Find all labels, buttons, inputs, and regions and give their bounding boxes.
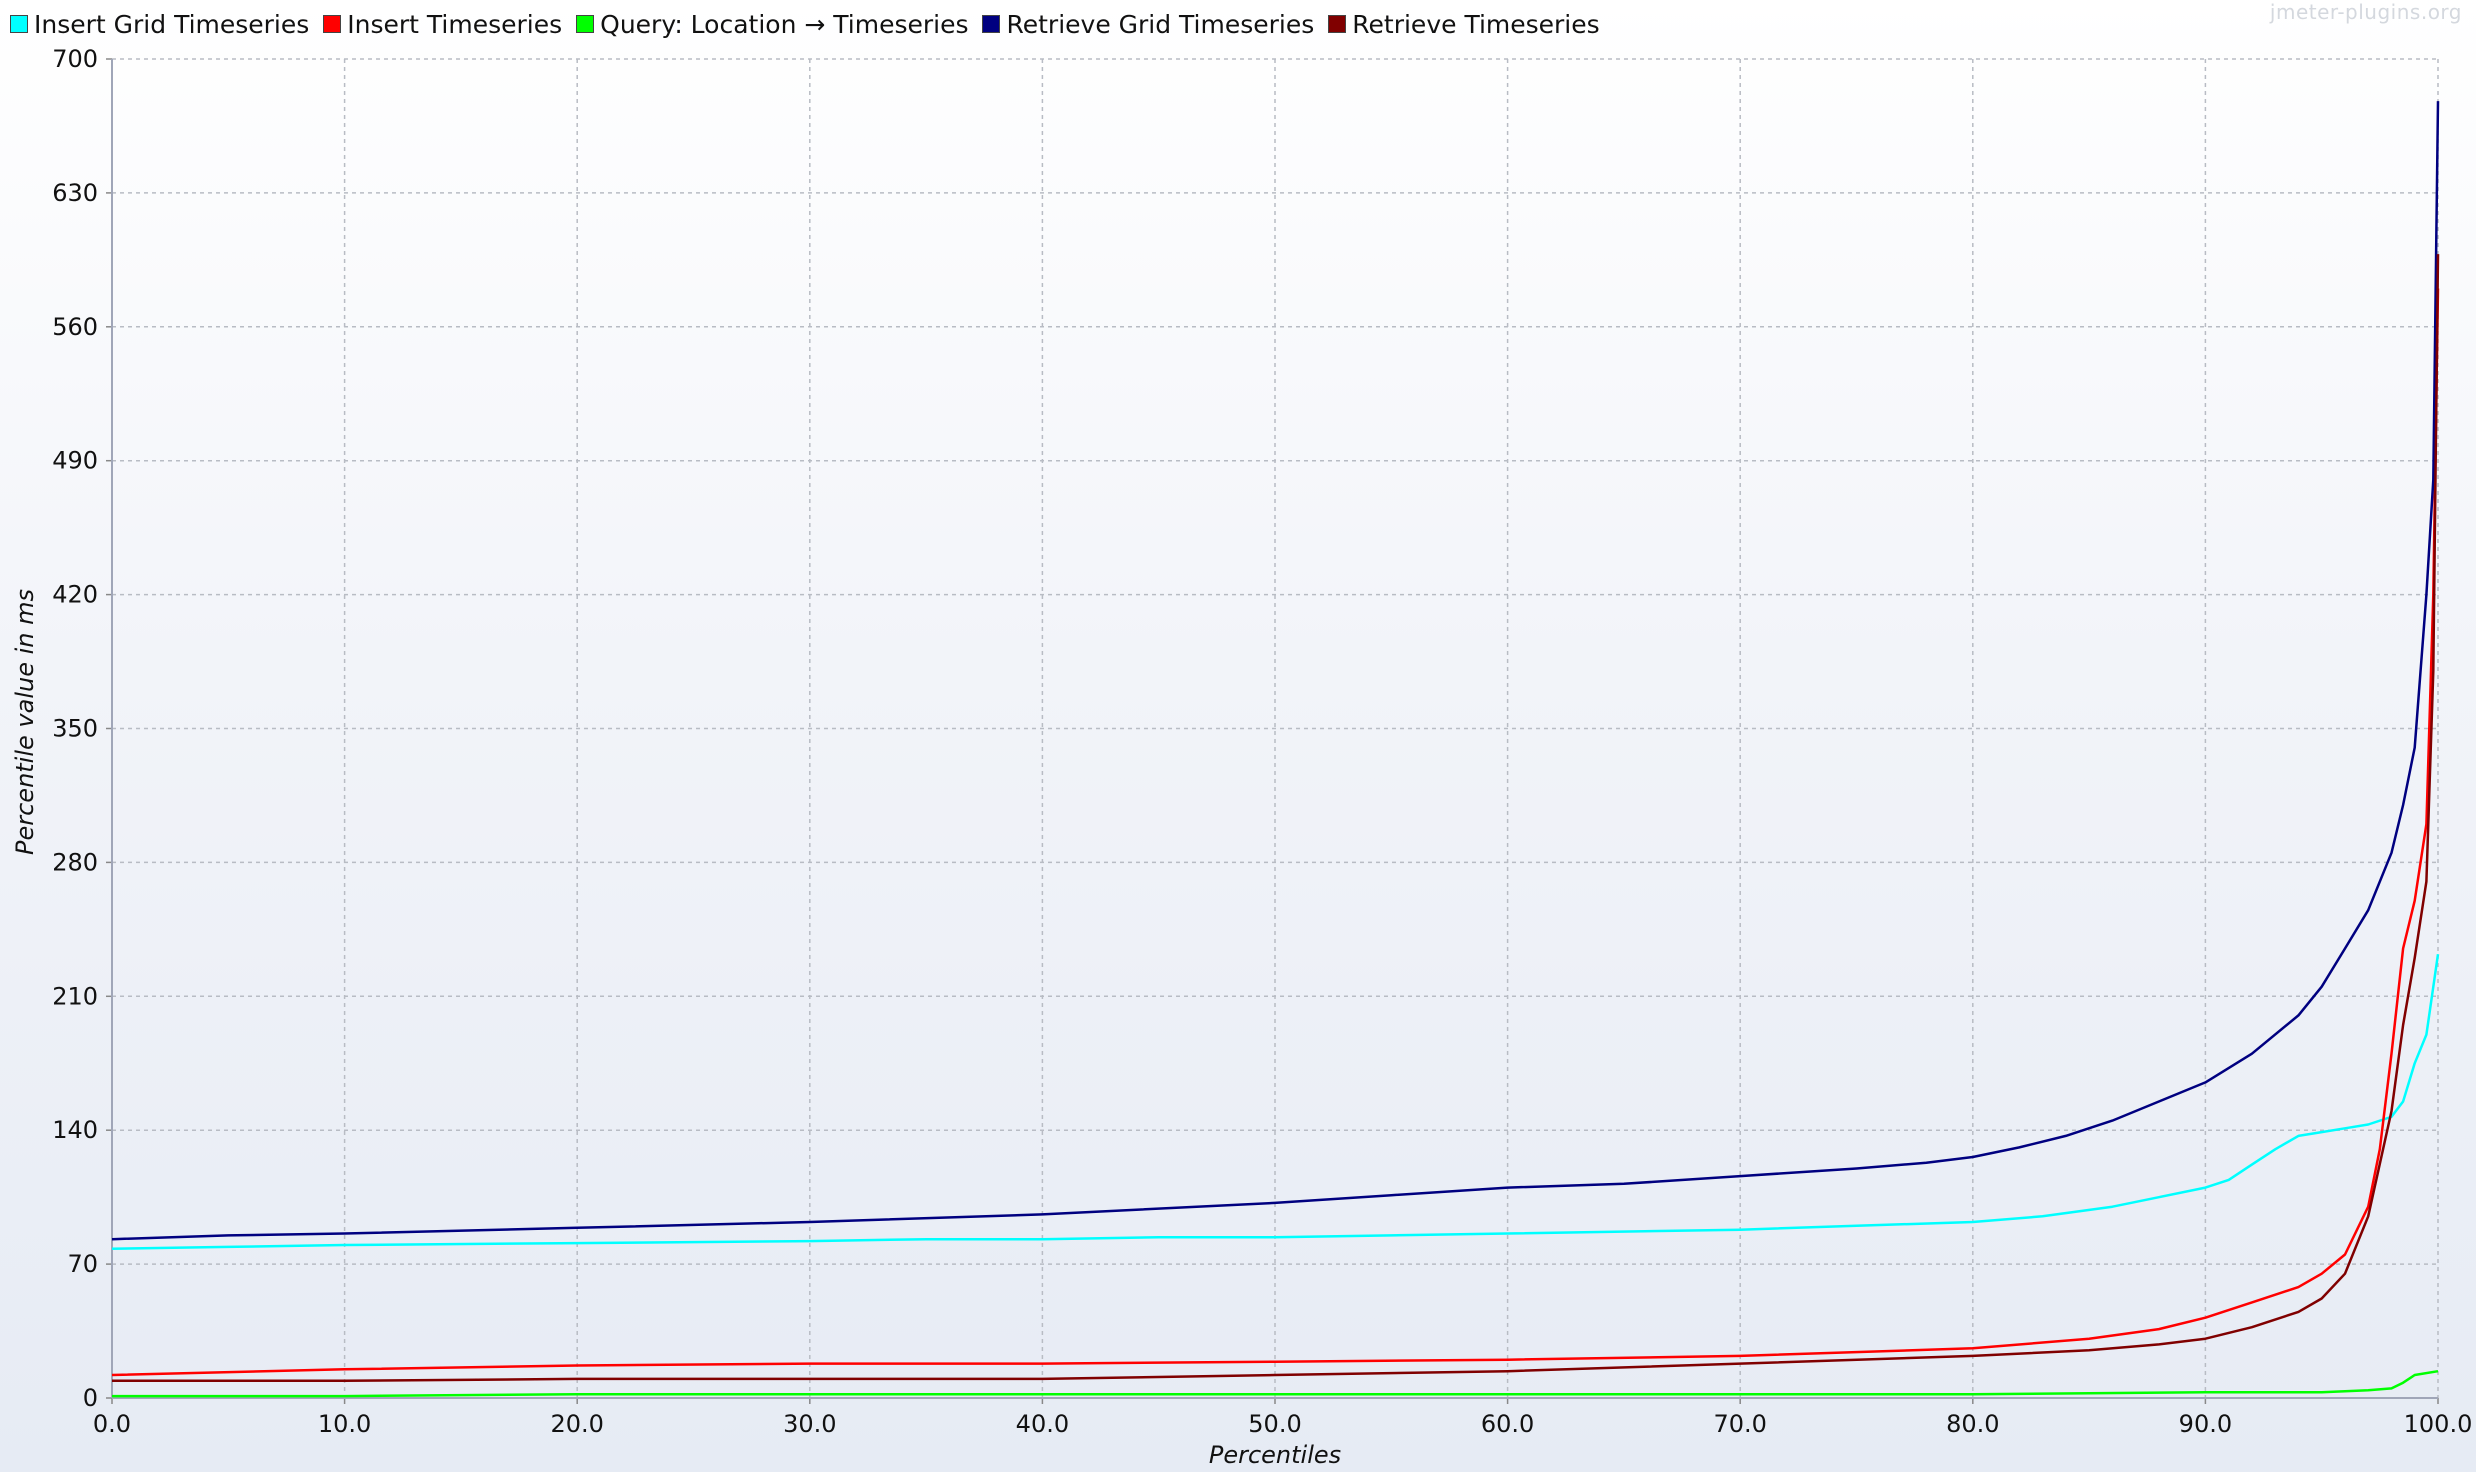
legend-item: Insert Grid Timeseries [10, 10, 309, 39]
y-tick-label: 140 [52, 1116, 98, 1144]
legend-label: Insert Timeseries [347, 9, 563, 39]
legend-label: Retrieve Grid Timeseries [1006, 9, 1315, 39]
legend-item: Query: Location → Timeseries [576, 10, 968, 39]
legend-item: Retrieve Grid Timeseries [982, 10, 1314, 39]
watermark: jmeter-plugins.org [2269, 0, 2462, 24]
x-tick-label: 90.0 [2179, 1410, 2232, 1438]
legend-label: Insert Grid Timeseries [34, 9, 310, 39]
y-tick-label: 210 [52, 982, 98, 1010]
x-tick-label: 60.0 [1481, 1410, 1534, 1438]
x-tick-label: 50.0 [1248, 1410, 1301, 1438]
series-lines [111, 101, 2440, 1398]
x-tick-label: 40.0 [1016, 1410, 1069, 1438]
x-tick-label: 10.0 [318, 1410, 371, 1438]
y-tick-label: 630 [52, 179, 98, 207]
x-tick-label: 20.0 [550, 1410, 603, 1438]
y-tick-label: 0 [83, 1384, 98, 1412]
y-tick-label: 70 [67, 1250, 98, 1278]
y-axis-title: Percentile value in ms [11, 589, 39, 855]
x-tick-label: 0.0 [93, 1410, 131, 1438]
series-line [111, 954, 2440, 1251]
series-line [111, 288, 2440, 1377]
y-tick-label: 700 [52, 45, 98, 73]
x-tick-label: 70.0 [1713, 1410, 1766, 1438]
legend-swatch [1328, 15, 1347, 33]
legend: Insert Grid Timeseries Insert Timeseries Q… [10, 6, 1600, 42]
x-axis-title: Percentiles [1209, 1441, 1341, 1469]
series-line [112, 1369, 2439, 1398]
legend-swatch [323, 15, 342, 33]
y-tick-label: 350 [52, 715, 98, 743]
series-line [111, 101, 2440, 1241]
x-tick-label: 100.0 [2404, 1410, 2473, 1438]
y-tick-label: 490 [52, 447, 98, 475]
legend-item: Insert Timeseries [323, 10, 562, 39]
series-line [112, 254, 2440, 1383]
legend-swatch [982, 15, 1001, 33]
y-tick-label: 560 [52, 313, 98, 341]
legend-swatch [10, 15, 28, 33]
x-tick-label: 80.0 [1946, 1410, 1999, 1438]
legend-label: Retrieve Timeseries [1352, 9, 1600, 39]
gridlines [112, 58, 2439, 1398]
x-tick-label: 30.0 [783, 1410, 836, 1438]
legend-item: Retrieve Timeseries [1328, 9, 1600, 39]
y-tick-label: 420 [52, 581, 98, 609]
y-tick-label: 280 [52, 848, 98, 876]
legend-label: Query: Location → Timeseries [600, 9, 969, 39]
axes [106, 58, 2439, 1404]
tick-labels: 0.0 10.0 20.0 30.0 40.0 50.0 60.0 70.0 80.0 90.0 1… [52, 45, 2472, 1438]
legend-swatch [576, 15, 595, 33]
